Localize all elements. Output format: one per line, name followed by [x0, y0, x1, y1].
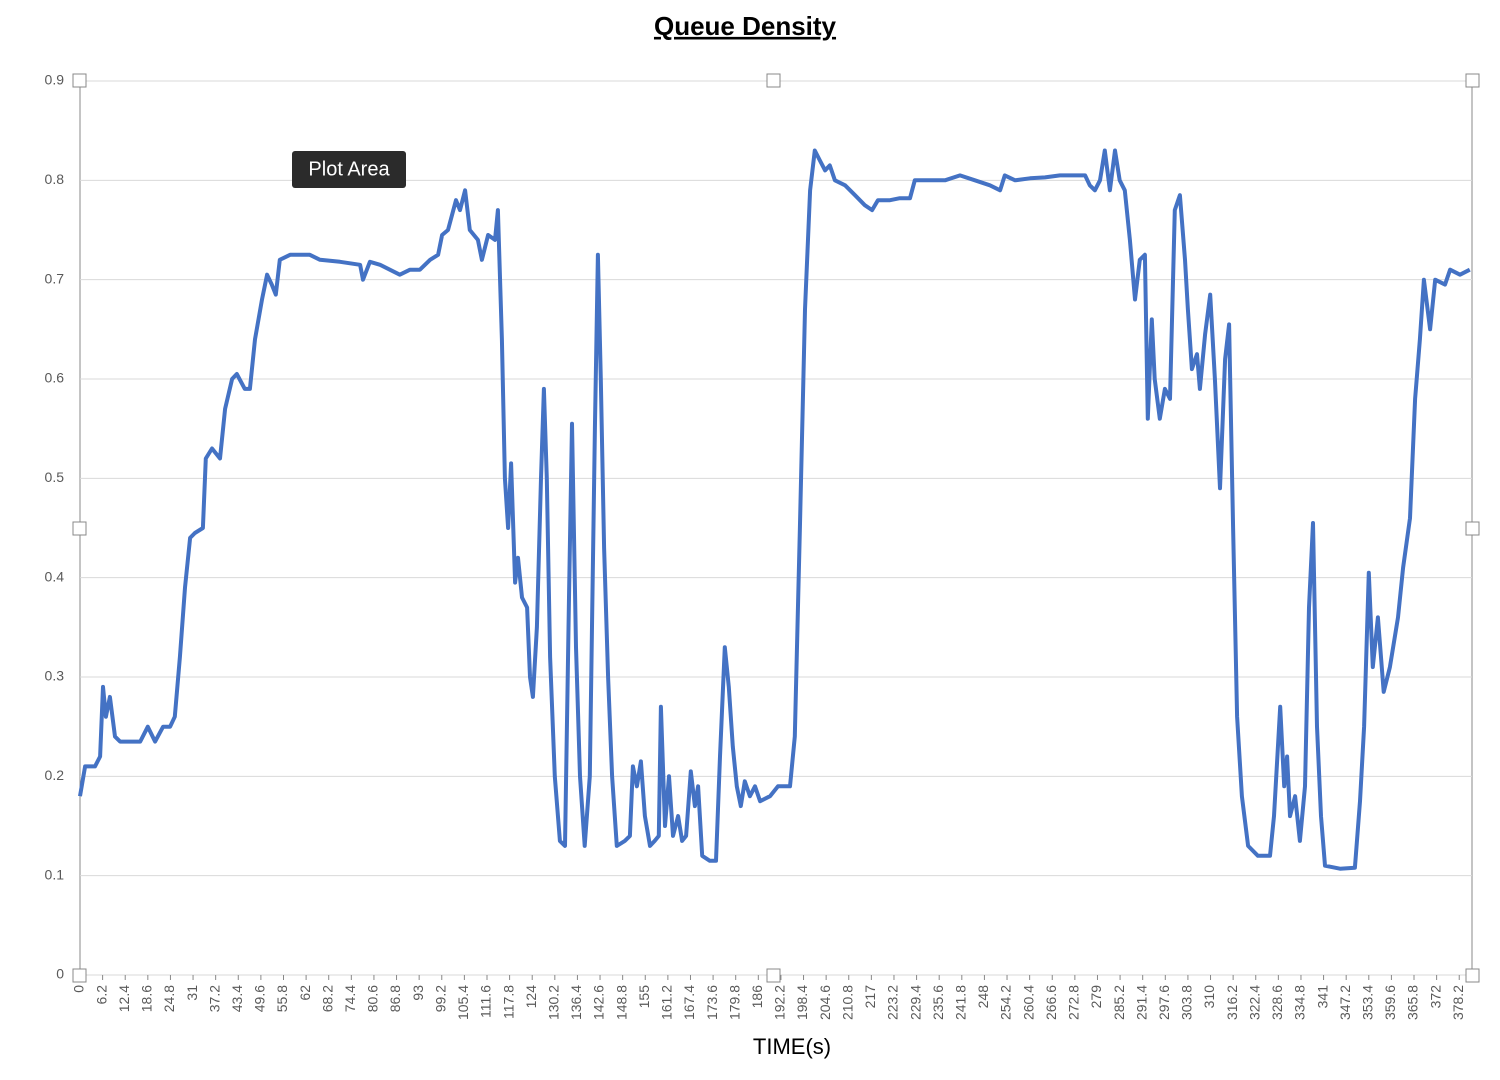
- x-tick-label: 167.4: [681, 985, 697, 1020]
- x-tick-label: 80.6: [365, 985, 381, 1012]
- handle[interactable]: [766, 73, 781, 88]
- selection-handles: [72, 73, 1480, 983]
- x-tick-label: 291.4: [1133, 985, 1149, 1020]
- y-tick-label: 0.9: [45, 72, 65, 88]
- x-tick-label: 217: [862, 985, 878, 1009]
- x-tick-label: 334.8: [1292, 985, 1308, 1020]
- x-tick-label: 148.8: [613, 985, 629, 1020]
- x-tick-label: 235.6: [930, 985, 946, 1020]
- x-tick-label: 328.6: [1269, 985, 1285, 1020]
- x-tick-label: 99.2: [432, 985, 448, 1012]
- x-tick-label: 37.2: [206, 985, 222, 1012]
- y-tick-label: 0.4: [45, 568, 65, 584]
- y-tick-label: 0.1: [45, 866, 65, 882]
- x-tick-label: 0: [71, 985, 87, 993]
- y-tick-label: 0.5: [45, 469, 65, 485]
- x-tick-label: 74.4: [342, 985, 358, 1012]
- x-tick-label: 105.4: [455, 985, 471, 1020]
- x-axis-title: TIME(s): [753, 1034, 831, 1059]
- x-tick-label: 55.8: [274, 985, 290, 1012]
- y-tick-label: 0.6: [45, 370, 65, 386]
- y-tick-label: 0.7: [45, 270, 65, 286]
- x-tick-label: 136.4: [568, 985, 584, 1020]
- x-tick-label: 316.2: [1224, 985, 1240, 1020]
- x-tick-label: 124: [523, 985, 539, 1009]
- x-tick-label: 130.2: [546, 985, 562, 1020]
- x-tick-label: 279: [1088, 985, 1104, 1009]
- x-tick-label: 303.8: [1179, 985, 1195, 1020]
- x-tick-label: 49.6: [252, 985, 268, 1012]
- x-tick-label: 86.8: [387, 985, 403, 1012]
- x-tick-label: 341: [1314, 985, 1330, 1009]
- x-tick-label: 378.2: [1450, 985, 1466, 1020]
- x-tick-label: 229.4: [907, 985, 923, 1020]
- x-tick-label: 68.2: [319, 985, 335, 1012]
- x-tick-label: 43.4: [229, 985, 245, 1012]
- x-tick-label: 155: [636, 985, 652, 1009]
- x-tick-label: 285.2: [1111, 985, 1127, 1020]
- y-tick-label: 0.8: [45, 171, 65, 187]
- x-tick-label: 93: [410, 985, 426, 1001]
- handle[interactable]: [72, 521, 87, 536]
- x-tick-label: 12.4: [116, 985, 132, 1012]
- x-tick-label: 248: [975, 985, 991, 1009]
- x-tick-label: 266.6: [1043, 985, 1059, 1020]
- y-tick-label: 0: [56, 966, 64, 982]
- x-tick-label: 372: [1427, 985, 1443, 1009]
- x-tick-label: 161.2: [659, 985, 675, 1020]
- y-tick-label: 0.3: [45, 668, 65, 684]
- x-tick-label: 6.2: [93, 985, 109, 1005]
- handle[interactable]: [72, 73, 87, 88]
- x-tick-label: 62: [297, 985, 313, 1001]
- x-tick-label: 186: [749, 985, 765, 1009]
- x-tick-label: 117.8: [500, 985, 516, 1019]
- x-tick-label: 179.8: [726, 985, 742, 1020]
- x-tick-label: 24.8: [161, 985, 177, 1012]
- x-tick-label: 347.2: [1337, 985, 1353, 1020]
- x-tick-label: 272.8: [1066, 985, 1082, 1020]
- plot-area-border[interactable]: [79, 80, 1473, 976]
- handle[interactable]: [1465, 73, 1480, 88]
- tooltip-text: Plot Area: [308, 158, 390, 180]
- data-line: [78, 148, 1471, 871]
- plot: 0 0.1 0.2 0.3 0.4 0.5 0.6 0.7 0.8 0.9 0 6.2 12.4 18.6…: [45, 72, 1472, 1020]
- x-tick-label: 254.2: [998, 985, 1014, 1020]
- x-tick-label: 260.4: [1020, 985, 1036, 1020]
- x-tick-label: 31: [184, 985, 200, 1001]
- chart-title: Queue Density: [654, 11, 837, 41]
- handle[interactable]: [1465, 521, 1480, 536]
- x-tick-label: 359.6: [1382, 985, 1398, 1020]
- x-tick-label: 192.2: [772, 985, 788, 1020]
- x-tick-label: 322.4: [1246, 985, 1262, 1020]
- x-tick-label: 204.6: [817, 985, 833, 1020]
- x-tick-label: 310: [1201, 985, 1217, 1009]
- handle[interactable]: [1465, 968, 1480, 983]
- x-tick-label: 241.8: [953, 985, 969, 1020]
- x-tick-label: 198.4: [794, 985, 810, 1020]
- tooltip-box: [292, 151, 406, 188]
- y-tick-label: 0.2: [45, 767, 65, 783]
- x-tick-label: 18.6: [139, 985, 155, 1012]
- x-tick-label: 353.4: [1359, 985, 1375, 1020]
- x-tick-label: 173.6: [704, 985, 720, 1020]
- x-tick-label: 365.8: [1405, 985, 1421, 1020]
- handle[interactable]: [72, 968, 87, 983]
- x-tick-label: 142.6: [591, 985, 607, 1020]
- x-tick-label: 210.8: [839, 985, 855, 1020]
- x-tick-label: 111.6: [478, 985, 494, 1018]
- tooltip: Plot Area: [292, 151, 406, 188]
- x-tick-label: 297.6: [1156, 985, 1172, 1020]
- handle[interactable]: [766, 968, 781, 983]
- x-tick-label: 223.2: [885, 985, 901, 1020]
